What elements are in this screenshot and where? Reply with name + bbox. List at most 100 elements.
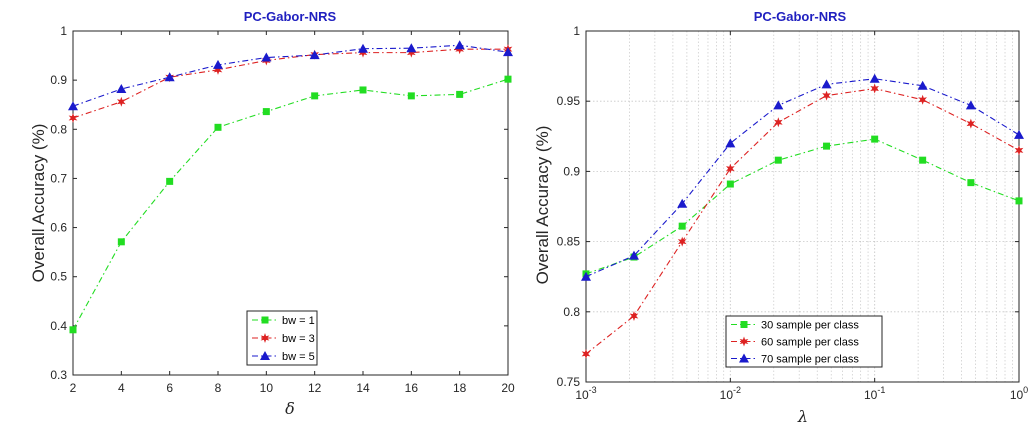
chart-left-series-1-point — [504, 75, 512, 83]
chart-right-series-3-point — [628, 250, 639, 260]
chart-right-y-tick-label: 1 — [573, 24, 580, 38]
chart-right-series-1-point — [1015, 197, 1023, 205]
chart-right-x-tick-label: 100 — [1010, 385, 1028, 402]
chart-right-series-2-point — [677, 236, 687, 247]
chart-right-series-2-point — [918, 94, 927, 105]
chart-right-y-tick-label: 0.85 — [557, 235, 581, 249]
chart-right-x-ticks: 10-3 10-2 10-1 100 — [575, 31, 1028, 402]
chart-left-series-1-point — [311, 92, 319, 100]
chart-right-series-1-point — [871, 135, 879, 143]
chart-left-x-tick-label: 4 — [118, 381, 125, 395]
chart-left-legend-marker-2 — [260, 333, 270, 343]
chart-right-series-1-point — [823, 142, 831, 150]
chart-left-series-1-point — [117, 238, 125, 246]
chart-left-series-2-point — [117, 96, 126, 107]
chart-right-y-tick-label: 0.9 — [563, 164, 580, 178]
chart-left-series-1-point — [166, 177, 174, 185]
chart-left-series — [68, 40, 513, 334]
chart-right-series-2-point — [822, 90, 831, 101]
chart-right-series-2-point — [870, 83, 879, 94]
chart-right-legend-label-2: 60 sample per class — [761, 337, 859, 349]
chart-right-series-line-2 — [585, 88, 1020, 355]
chart-right-series-3-point — [821, 79, 832, 89]
chart-left-legend-marker-3 — [260, 351, 270, 360]
chart-right-legend-marker-3 — [739, 353, 749, 363]
chart-left-y-label: Overall Accuracy (%) — [29, 124, 48, 283]
chart-left-series-2-point — [213, 64, 223, 75]
chart-left-y-tick-label: 0.7 — [50, 171, 67, 185]
chart-left-series-line-1 — [72, 78, 509, 331]
chart-right-series-2-point — [629, 311, 639, 322]
chart-left-series-1-point — [456, 90, 464, 98]
chart-left-series-2-point — [407, 47, 416, 58]
chart-right: PC-Gabor-NRS 10-3 10-2 10-1 100 0.75 0.8 0.85… — [533, 9, 1028, 426]
chart-right-plot-area — [585, 30, 1020, 383]
chart-left-series-1-point — [214, 123, 222, 131]
chart-left-legend: bw = 1 bw = 3 bw = 5 — [246, 310, 318, 366]
chart-left: PC-Gabor-NRS 2 4 6 8 10 12 14 16 18 20 0.30.40.50… — [29, 9, 515, 418]
chart-right-title: PC-Gabor-NRS — [754, 9, 847, 24]
chart-right-series-3-point — [869, 73, 880, 83]
chart-left-x-tick-label: 18 — [453, 381, 467, 395]
chart-left-y-tick-label: 0.4 — [50, 319, 67, 333]
chart-right-series-2-point — [773, 117, 783, 128]
chart-right-series-2-point — [726, 163, 735, 174]
chart-right-series-1-point — [726, 180, 734, 188]
chart-right-series-3-point — [677, 198, 688, 208]
chart-right-x-label: λ — [797, 407, 808, 426]
chart-left-y-tick-label: 0.3 — [50, 368, 67, 382]
chart-right-y-tick-label: 0.75 — [557, 375, 581, 389]
chart-left-y-ticks: 0.3 0.4 0.5 0.6 0.7 0.8 0.9 1 — [50, 24, 508, 382]
chart-left-x-tick-label: 8 — [215, 381, 222, 395]
chart-left-series-3-point — [68, 101, 78, 111]
chart-right-legend-label-1: 30 sample per class — [761, 320, 859, 332]
chart-right-legend-label-3: 70 sample per class — [761, 354, 859, 366]
chart-left-legend-box — [246, 310, 318, 366]
chart-right-x-tick-label: 10-3 — [575, 385, 596, 402]
chart-right-series-1-point — [774, 156, 782, 164]
chart-right-legend-marker-1 — [740, 321, 748, 328]
chart-right-series-1-point — [678, 222, 686, 230]
chart-right-series-2-point — [1014, 145, 1024, 156]
chart-left-series-line-3 — [72, 44, 509, 107]
chart-left-x-tick-label: 12 — [308, 381, 322, 395]
chart-left-legend-label-2: bw = 3 — [282, 333, 315, 345]
chart-right-legend: 30 sample per class 60 sample per class 70… — [725, 315, 883, 368]
chart-left-title: PC-Gabor-NRS — [244, 9, 337, 24]
chart-left-series-1-point — [262, 108, 270, 116]
chart-right-series-3-point — [581, 271, 591, 281]
chart-left-legend-marker-1 — [261, 316, 269, 324]
chart-left-series-1-point — [359, 86, 367, 94]
chart-right-series-3-point — [725, 138, 736, 148]
chart-left-series-3-point — [503, 47, 513, 57]
chart-left-series-3-point — [358, 43, 368, 53]
chart-left-series-3-point — [116, 83, 127, 93]
chart-right-series-1-point — [919, 156, 927, 164]
chart-left-series-line-2 — [72, 48, 508, 119]
chart-right-y-tick-label: 0.95 — [557, 94, 581, 108]
chart-left-series-2-point — [68, 112, 78, 123]
chart-left-x-tick-label: 20 — [501, 381, 515, 395]
chart-right-y-tick-label: 0.8 — [563, 305, 580, 319]
chart-left-x-ticks: 2 4 6 8 10 12 14 16 18 20 — [70, 31, 515, 395]
chart-right-series-3-point — [1014, 129, 1024, 139]
chart-right-y-ticks: 0.75 0.8 0.85 0.9 0.95 1 — [557, 24, 1019, 389]
chart-right-y-label: Overall Accuracy (%) — [533, 126, 552, 285]
chart-right-series — [581, 73, 1024, 359]
chart-left-series-1-point — [69, 326, 77, 334]
chart-left-x-tick-label: 16 — [405, 381, 419, 395]
chart-right-series-1-point — [967, 179, 975, 187]
chart-left-series-3-point — [164, 72, 175, 82]
chart-left-series-3-point — [261, 52, 272, 62]
chart-left-y-tick-label: 0.9 — [50, 73, 67, 87]
chart-right-series-2-point — [966, 118, 976, 129]
chart-right-legend-box — [725, 315, 883, 368]
chart-right-series-2-point — [581, 348, 591, 359]
chart-left-y-tick-label: 0.6 — [50, 221, 67, 235]
chart-right-x-tick-label: 10-2 — [720, 385, 741, 402]
chart-right-series-3-point — [965, 100, 976, 110]
chart-right-series-line-3 — [585, 78, 1020, 278]
chart-left-series-3-point — [454, 40, 465, 50]
chart-left-legend-label-1: bw = 1 — [282, 315, 315, 327]
